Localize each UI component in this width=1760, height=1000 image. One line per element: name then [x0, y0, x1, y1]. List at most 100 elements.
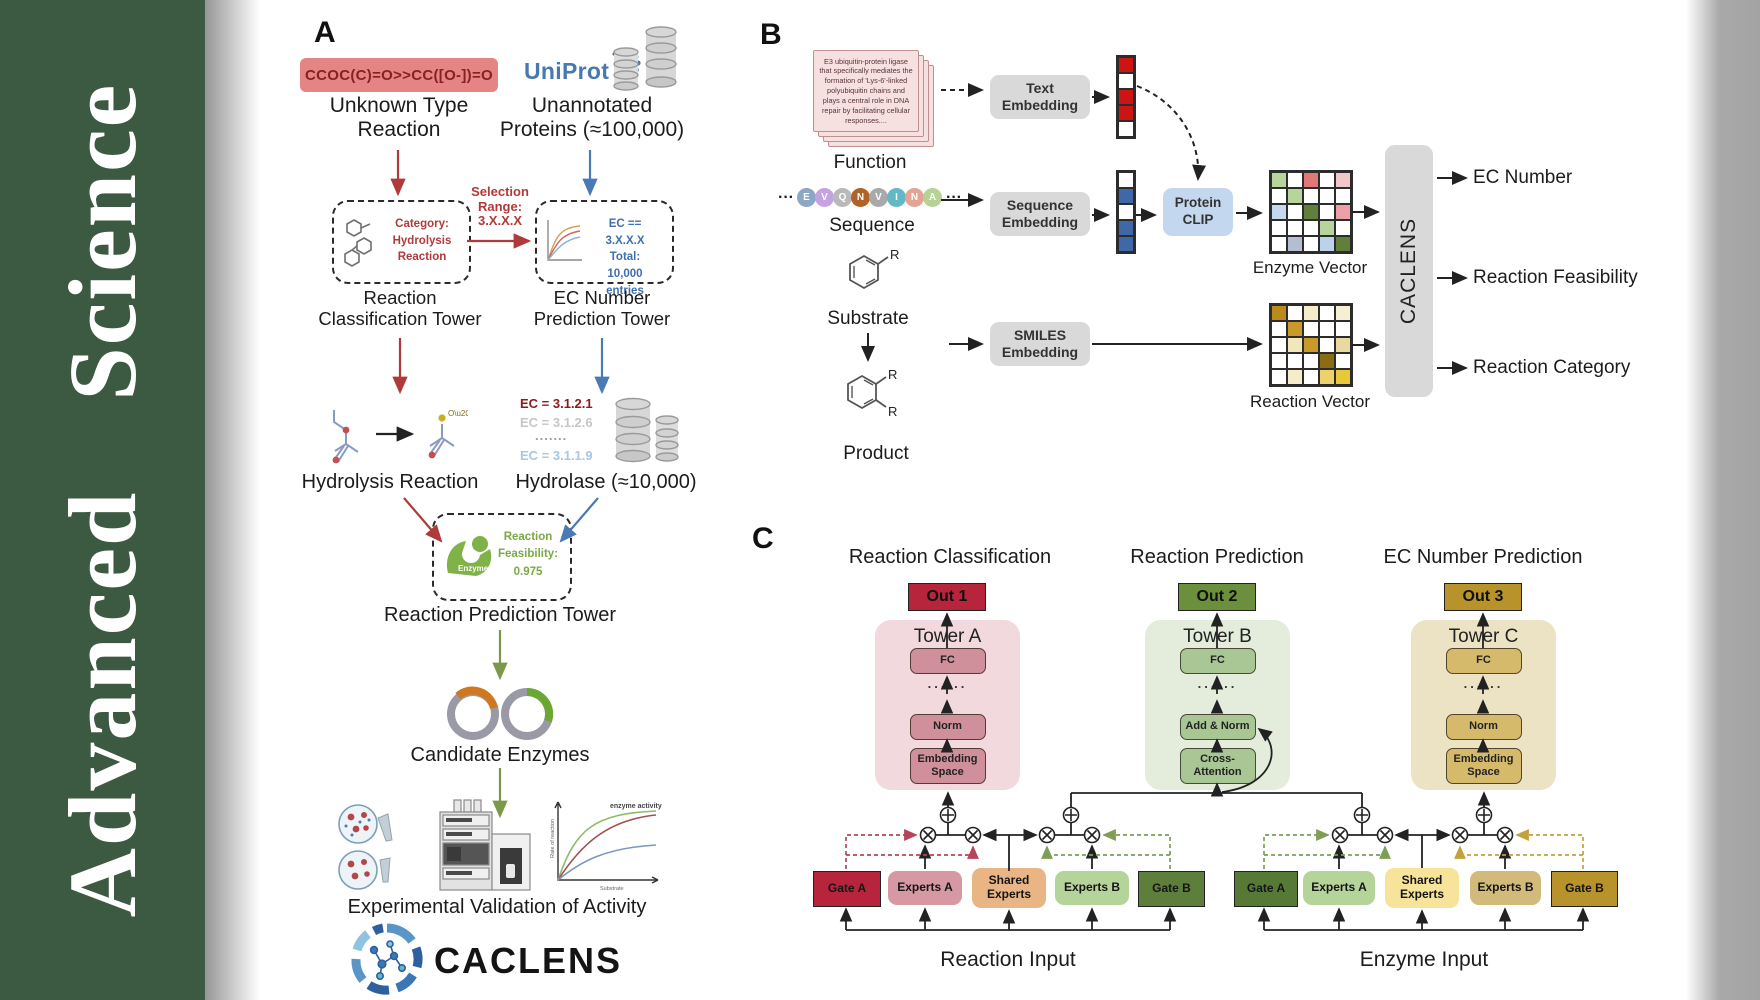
sequence-embedding-box: Sequence Embedding: [990, 192, 1090, 236]
function-cards: E3 ubiquitin-protein ligase that specifi…: [813, 50, 935, 147]
residue-circle: Q: [833, 188, 852, 207]
matrix-cell: [1335, 204, 1351, 220]
matrix-cell: [1118, 204, 1134, 220]
tower-b-add-norm: Add & Norm: [1179, 714, 1256, 740]
ec-result-3: EC = 3.1.1.9: [520, 448, 593, 463]
matrix-cell: [1319, 337, 1335, 353]
matrix-cell: [1271, 220, 1287, 236]
matrix-cell: [1118, 172, 1134, 188]
smiles-embedding-box: SMILES Embedding: [990, 322, 1090, 366]
product-molecule-icon: R R: [847, 367, 897, 419]
matrix-cell: [1335, 321, 1351, 337]
panel-a-label: A: [314, 16, 336, 49]
reaction-vector-label: Reaction Vector: [1249, 392, 1371, 411]
function-text: E3 ubiquitin-protein ligase that specifi…: [819, 56, 913, 125]
tower-b-cross-attention: Cross-Attention: [1179, 748, 1256, 784]
heading-reaction-prediction: Reaction Prediction: [1130, 546, 1304, 568]
activity-plot-icon: enzyme activity Rate of reaction Substra…: [550, 801, 662, 892]
matrix-cell: [1303, 321, 1319, 337]
caclens-logo-icon: [351, 923, 423, 995]
matrix-cell: [1287, 305, 1303, 321]
multiply-node-icon: [919, 826, 1514, 844]
caclens-model-block: CACLENS: [1385, 145, 1433, 397]
enzyme-input-label: Enzyme Input: [1359, 948, 1489, 971]
residue-circle: E: [797, 188, 816, 207]
matrix-cell: [1271, 337, 1287, 353]
residue-circle: N: [851, 188, 870, 207]
matrix-cell: [1319, 188, 1335, 204]
moe-left-gate-b: Gate B: [1138, 871, 1205, 907]
moe-left-shared-experts: Shared Experts: [972, 868, 1046, 908]
matrix-cell: [1287, 236, 1303, 252]
candidate-enzymes-label: Candidate Enzymes: [410, 744, 590, 766]
ec-selection-label: EC == 3.X.X.X Total: 10,000 entries: [605, 218, 645, 297]
matrix-cell: [1335, 236, 1351, 252]
substrate-label: Substrate: [827, 308, 909, 329]
svg-text:R: R: [888, 367, 897, 382]
reaction-classification-box: Category: Hydrolysis Reaction: [332, 200, 471, 284]
tower-b-dots: ......: [1197, 676, 1238, 691]
unannotated-proteins-label: Unannotated Proteins (≈100,000): [499, 94, 685, 141]
matrix-cell: [1335, 305, 1351, 321]
matrix-cell: [1319, 305, 1335, 321]
uniprot-logo: UniProt: [524, 48, 641, 85]
reaction-vector-matrix: [1269, 303, 1353, 387]
moe-right-gate-b: Gate B: [1551, 871, 1618, 907]
matrix-cell: [1118, 73, 1134, 89]
matrix-cell: [1287, 337, 1303, 353]
moe-left-experts-a: Experts A: [888, 871, 962, 905]
matrix-cell: [1335, 172, 1351, 188]
moe-left-gate-a: Gate A: [813, 871, 881, 907]
molecule-icon: [344, 219, 372, 267]
out-2-box: Out 2: [1178, 583, 1256, 611]
ec-result-2: EC = 3.1.2.6: [520, 415, 593, 430]
hydrolase-label: Hydrolase (≈10,000): [515, 471, 697, 493]
matrix-cell: [1271, 353, 1287, 369]
matrix-cell: [1303, 337, 1319, 353]
out-1-box: Out 1: [908, 583, 986, 611]
tower-b-fc: FC: [1179, 648, 1256, 674]
text-embedding-vector: [1116, 55, 1136, 139]
sequence-embedding-vector: [1116, 170, 1136, 254]
matrix-cell: [1319, 220, 1335, 236]
ester-molecule-icon: [332, 410, 359, 464]
category-label: Category: Hydrolysis Reaction: [392, 218, 452, 264]
r-group-label: R: [890, 248, 899, 262]
tower-c-fc: FC: [1445, 648, 1522, 674]
output-reaction-category: Reaction Category: [1473, 357, 1631, 378]
left-page-shadow: [205, 0, 260, 1000]
function-card-front: E3 ubiquitin-protein ligase that specifi…: [813, 50, 919, 132]
cell-samples-icon: [338, 804, 393, 890]
output-reaction-feasibility: Reaction Feasibility: [1473, 267, 1638, 288]
function-label: Function: [833, 152, 907, 173]
matrix-cell: [1271, 172, 1287, 188]
matrix-cell: [1118, 220, 1134, 236]
feasibility-label: Reaction Feasibility: 0.975: [497, 531, 559, 578]
svg-text:R: R: [888, 404, 897, 419]
matrix-cell: [1303, 172, 1319, 188]
residue-circle: V: [869, 188, 888, 207]
smiles-box: CCOC(C)=O>>CC([O-])=O: [300, 58, 498, 92]
tower-b: Tower B FC ...... Add & Norm Cross-Atten…: [1145, 620, 1290, 790]
matrix-cell: [1118, 121, 1134, 137]
matrix-cell: [1287, 353, 1303, 369]
out-3-box: Out 3: [1444, 583, 1522, 611]
moe-right-experts-a: Experts A: [1303, 871, 1375, 905]
matrix-cell: [1303, 353, 1319, 369]
matrix-cell: [1118, 105, 1134, 121]
sequence-ellipsis: ···: [946, 188, 962, 206]
reaction-prediction-tower-label: Reaction Prediction Tower: [384, 604, 616, 626]
reaction-classification-tower-label: Reaction Classification Tower: [318, 287, 482, 329]
matrix-cell: [1319, 236, 1335, 252]
ec-result-1: EC = 3.1.2.1: [520, 396, 593, 411]
matrix-cell: [1303, 305, 1319, 321]
enzyme-icon: Enzyme: [446, 536, 492, 576]
ec-number-prediction-tower-label: EC Number Prediction Tower: [533, 287, 671, 329]
svg-text:O\u207b: O\u207b: [448, 409, 468, 418]
ec-result-dots: .......: [535, 428, 568, 443]
enzyme-activity-label: enzyme activity: [610, 803, 662, 810]
matrix-cell: [1271, 369, 1287, 385]
unknown-reaction-label: Unknown Type Reaction: [329, 94, 469, 141]
